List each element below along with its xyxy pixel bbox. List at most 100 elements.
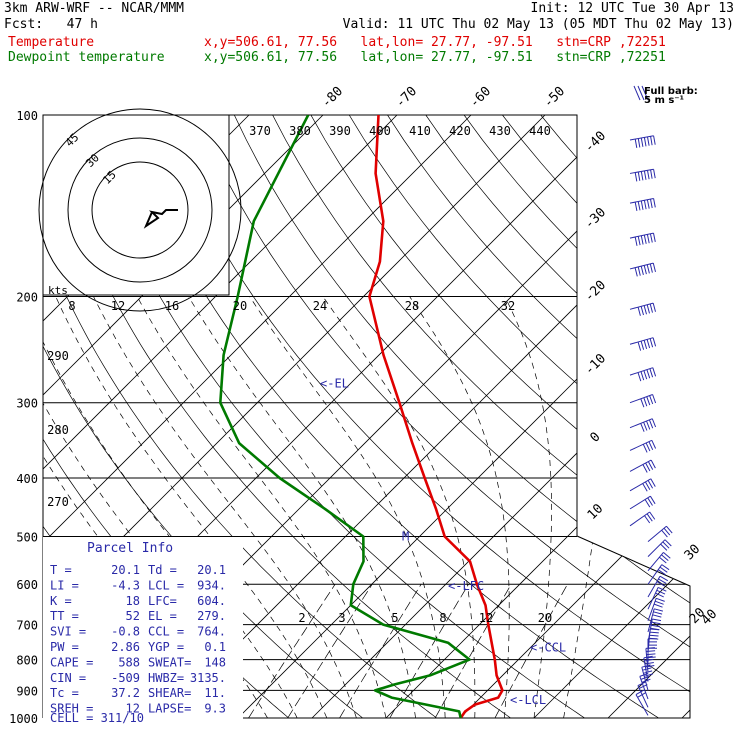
hodograph-speed-label: 24 — [313, 299, 327, 313]
moist-adiabat — [43, 296, 298, 718]
level-annotation: <-CCL — [530, 641, 566, 655]
parcel-row-value: 588 — [118, 655, 140, 669]
temperature-label: Temperature — [8, 35, 95, 50]
pressure-tick-label: 400 — [16, 472, 38, 486]
parcel-row-label: Tc = — [50, 686, 79, 700]
dry-adiabat — [233, 115, 690, 718]
hodograph-speed-label: 12 — [111, 299, 125, 313]
level-annotations: <-EL M <-LFC <-CCL <-LCL — [320, 377, 566, 707]
wind-barb — [629, 394, 657, 408]
theta-label: 290 — [47, 349, 69, 363]
pressure-tick-label: 800 — [16, 654, 38, 668]
dry-adiabat — [540, 115, 690, 718]
isotherm-label: -40 — [582, 129, 609, 156]
moist-adiabat — [93, 296, 357, 718]
wind-barb — [629, 495, 656, 510]
wind-barb — [647, 618, 662, 643]
parcel-row-label: LI = — [50, 578, 79, 592]
parcel-row-label: LCL = — [148, 578, 184, 592]
parcel-row-value: 934. — [197, 578, 226, 592]
isotherm-line — [43, 115, 472, 718]
parcel-row-value: 11. — [204, 686, 226, 700]
sounding-profiles — [219, 115, 504, 718]
pressure-tick-label: 500 — [16, 530, 38, 544]
moist-adiabat — [249, 296, 446, 718]
dry-adiabat — [348, 115, 690, 718]
parcel-row-label: LAPSE= — [148, 702, 191, 716]
isotherm-line — [681, 115, 690, 718]
isotherm-line — [385, 115, 690, 718]
isotherm-label: 30 — [682, 542, 704, 564]
level-annotation: <-LFC — [448, 579, 484, 593]
theta-label: 430 — [489, 124, 511, 138]
parcel-row-value: 12 — [126, 702, 140, 716]
parcel-row-label: K = — [50, 594, 72, 608]
parcel-row-value: -0.8 — [111, 625, 140, 639]
forecast-hour: Fcst: 47 h — [4, 17, 98, 32]
hodograph-speed-label: 28 — [405, 299, 419, 313]
isotherm-label: 10 — [585, 501, 607, 523]
parcel-row-label: SVI = — [50, 625, 86, 639]
parcel-row-value: 9.3 — [204, 702, 226, 716]
hodograph-ring — [38, 108, 242, 312]
mixing-ratio-label: 20 — [538, 611, 552, 625]
wind-barb — [629, 198, 656, 211]
pressure-tick-label: 900 — [16, 684, 38, 698]
mixing-ratio-label: 5 — [391, 611, 398, 625]
model-title: 3km ARW-WRF -- NCAR/MMM — [4, 1, 185, 16]
parcel-row-value: -509 — [111, 671, 140, 685]
dry-adiabat — [463, 115, 690, 718]
wind-barb — [647, 552, 671, 572]
dry-adiabat — [119, 115, 680, 718]
dry-adiabat — [310, 115, 690, 718]
pressure-tick-label: 100 — [16, 109, 38, 123]
parcel-row-value: 2.86 — [111, 640, 140, 654]
wind-barb — [629, 511, 656, 527]
isotherm-line — [459, 115, 690, 718]
wind-barb — [629, 135, 656, 148]
parcel-row-value: 18 — [126, 594, 140, 608]
parcel-row-label: CCL = — [148, 625, 184, 639]
parcel-row-value: 0.1 — [204, 640, 226, 654]
isotherm-line — [43, 115, 546, 718]
wind-barb — [647, 586, 667, 610]
wind-barb — [641, 664, 654, 691]
temperature-info: x,y=506.61, 77.56 lat,lon= 27.77, -97.51… — [204, 35, 666, 50]
wind-barb — [629, 168, 656, 182]
parcel-row-label: Td = — [148, 563, 177, 577]
isotherm-line — [607, 115, 690, 718]
parcel-row-label: PW = — [50, 640, 79, 654]
isotherm-label: -60 — [467, 84, 494, 111]
level-annotation: M — [402, 529, 409, 543]
isotherm-label: -20 — [582, 278, 609, 305]
parcel-row-value: 37.2 — [111, 686, 140, 700]
level-annotation: <-EL — [320, 377, 349, 391]
isotherm-line — [43, 115, 398, 718]
isotherm-label: -30 — [582, 205, 609, 232]
wind-barb — [629, 459, 656, 473]
parcel-row-label: HWBZ= — [148, 671, 184, 685]
pressure-tick-label: 300 — [16, 397, 38, 411]
wind-barb — [647, 597, 665, 621]
wind-barb — [647, 525, 673, 543]
mixing-ratio-label: 3 — [338, 611, 345, 625]
barb-legend: Full barb: 5 m s⁻¹ — [633, 85, 698, 106]
dry-adiabat — [195, 115, 690, 718]
pressure-tick-label: 600 — [16, 578, 38, 592]
mixing-ratio-label: 2 — [298, 611, 305, 625]
mixing-ratio-line — [248, 584, 336, 718]
profile-line-dewpoint — [219, 115, 471, 718]
wind-barb — [629, 418, 657, 432]
dewpoint-info: x,y=506.61, 77.56 lat,lon= 27.77, -97.51… — [204, 50, 666, 65]
profile-line-temperature — [368, 115, 504, 718]
parcel-row-value: -4.3 — [111, 578, 140, 592]
wind-barbs — [629, 135, 673, 716]
hodograph-frame — [42, 114, 230, 296]
theta-label: 270 — [47, 495, 69, 509]
dry-adiabat — [80, 115, 605, 718]
parcel-row-label: SWEAT= — [148, 655, 191, 669]
parcel-row-label: EL = — [148, 609, 177, 623]
pressure-tick-label: 1000 — [9, 712, 38, 726]
isotherm-label: -80 — [319, 84, 346, 111]
isotherm-label: -10 — [582, 351, 609, 378]
